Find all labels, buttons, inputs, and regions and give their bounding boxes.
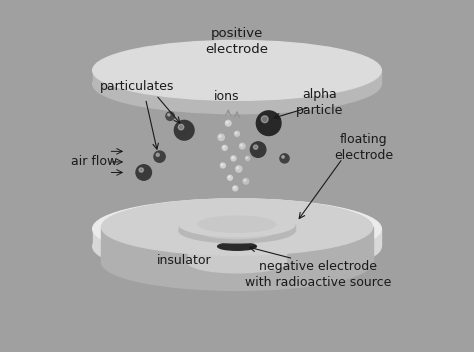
Circle shape: [154, 151, 165, 162]
Circle shape: [220, 163, 225, 168]
Circle shape: [261, 116, 268, 123]
Circle shape: [232, 157, 233, 158]
Ellipse shape: [101, 234, 373, 290]
Text: ions: ions: [214, 90, 239, 103]
Circle shape: [221, 164, 223, 165]
Polygon shape: [179, 224, 295, 231]
Circle shape: [246, 157, 247, 158]
Circle shape: [222, 145, 227, 150]
Circle shape: [239, 143, 245, 149]
Circle shape: [168, 114, 170, 116]
Circle shape: [178, 124, 184, 130]
Ellipse shape: [93, 216, 381, 276]
Circle shape: [236, 132, 237, 134]
Circle shape: [282, 156, 284, 158]
Circle shape: [136, 165, 152, 180]
Circle shape: [256, 111, 281, 136]
Text: insulator: insulator: [157, 254, 211, 267]
Circle shape: [243, 178, 249, 184]
Ellipse shape: [93, 199, 381, 259]
Circle shape: [234, 187, 235, 188]
Text: floating
electrode: floating electrode: [334, 133, 393, 162]
Ellipse shape: [188, 216, 286, 238]
Circle shape: [223, 146, 225, 148]
Circle shape: [174, 120, 194, 140]
Circle shape: [227, 121, 228, 123]
Circle shape: [228, 175, 232, 180]
Circle shape: [218, 134, 224, 140]
Polygon shape: [93, 70, 381, 84]
Ellipse shape: [93, 40, 381, 100]
Circle shape: [139, 168, 144, 172]
Circle shape: [231, 156, 236, 161]
Circle shape: [235, 131, 239, 136]
Ellipse shape: [179, 218, 295, 243]
Circle shape: [250, 142, 266, 157]
Circle shape: [237, 167, 238, 169]
Circle shape: [228, 176, 230, 178]
Circle shape: [225, 120, 231, 126]
Circle shape: [254, 145, 258, 149]
Circle shape: [244, 180, 246, 181]
Ellipse shape: [101, 199, 373, 255]
Circle shape: [156, 153, 159, 156]
Text: alpha
particle: alpha particle: [296, 88, 343, 117]
Ellipse shape: [207, 228, 267, 240]
Ellipse shape: [188, 216, 286, 238]
Circle shape: [233, 186, 237, 191]
Ellipse shape: [179, 212, 295, 237]
Ellipse shape: [218, 243, 256, 250]
Polygon shape: [101, 227, 373, 262]
Ellipse shape: [198, 222, 276, 239]
Circle shape: [280, 154, 289, 163]
Ellipse shape: [93, 54, 381, 114]
Text: negative electrode
with radioactive source: negative electrode with radioactive sour…: [245, 260, 391, 289]
Circle shape: [166, 112, 174, 120]
Polygon shape: [188, 227, 286, 262]
Polygon shape: [93, 229, 381, 246]
Text: positive
electrode: positive electrode: [206, 27, 268, 56]
Text: particulates: particulates: [100, 80, 174, 93]
Circle shape: [236, 166, 242, 172]
Polygon shape: [198, 224, 276, 231]
Text: air flow: air flow: [71, 156, 118, 168]
Ellipse shape: [198, 216, 276, 232]
Circle shape: [241, 144, 242, 146]
Circle shape: [246, 156, 250, 161]
Ellipse shape: [188, 252, 286, 273]
Circle shape: [219, 136, 221, 137]
